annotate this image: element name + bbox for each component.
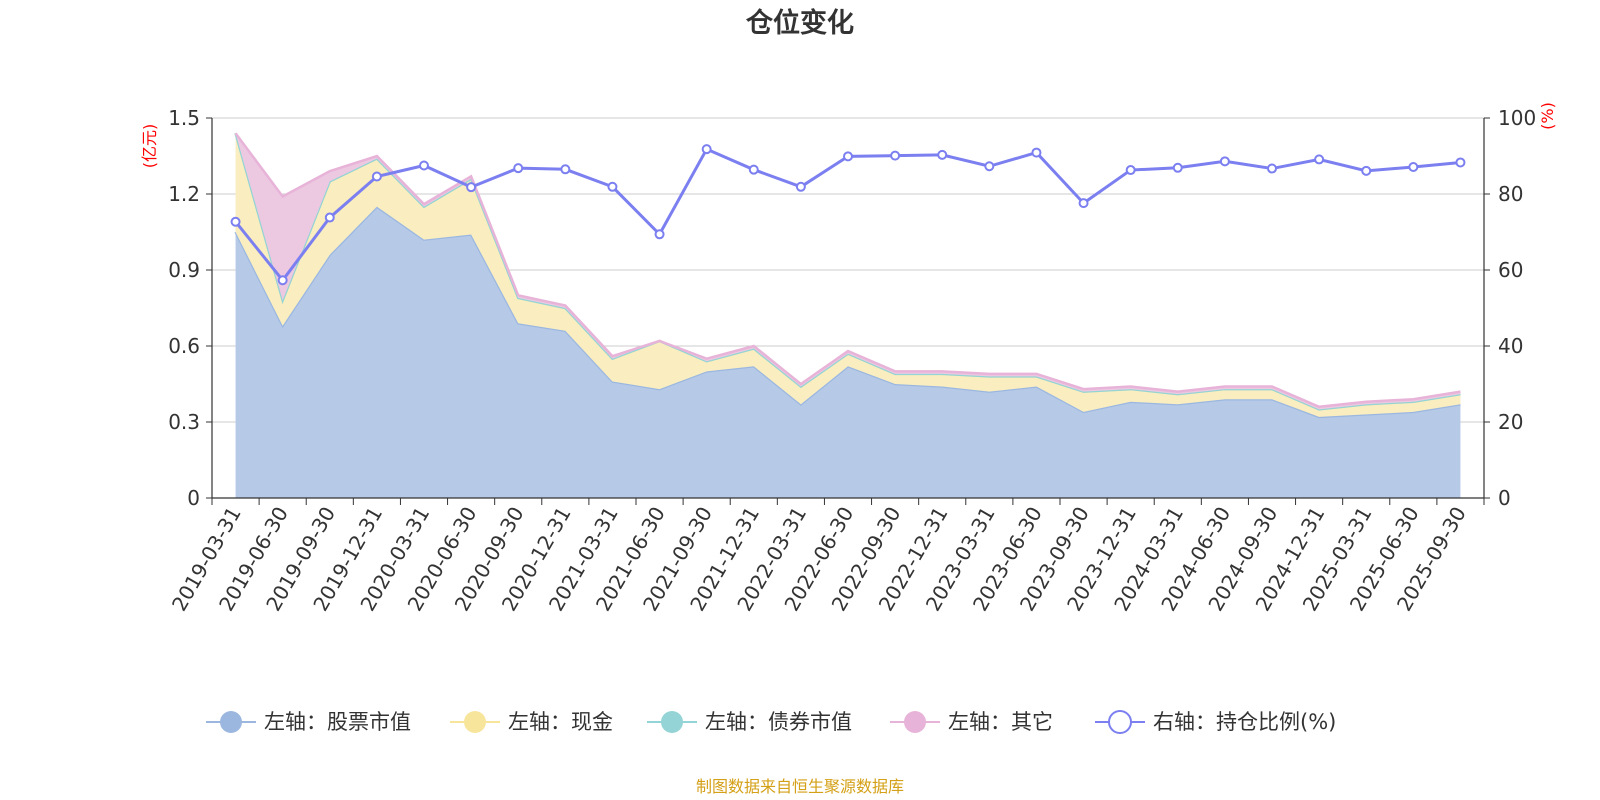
right-axis-tick-label: 20	[1498, 410, 1523, 434]
holding-ratio-point	[466, 182, 477, 193]
holding-ratio-point	[795, 181, 806, 192]
left-axis-tick-label: 1.5	[168, 106, 200, 130]
right-axis-tick-label: 100	[1498, 106, 1536, 130]
legend-marker-hollow	[1108, 710, 1132, 734]
legend-marker	[904, 711, 926, 733]
holding-ratio-point	[843, 151, 853, 162]
holding-ratio-point	[1361, 165, 1372, 176]
left-axis-tick-label: 0.3	[168, 410, 200, 434]
right-axis-tick-label: 60	[1498, 258, 1523, 282]
left-axis-tick-label: 0.6	[168, 334, 200, 358]
holding-ratio-point	[984, 161, 995, 172]
holding-ratio-point	[1455, 157, 1466, 168]
holding-ratio-point	[560, 164, 571, 175]
legend-label: 左轴：现金	[508, 710, 613, 734]
holding-ratio-point	[1172, 162, 1183, 173]
left-axis-tick-label: 0	[187, 486, 200, 510]
holding-ratio-point	[607, 181, 618, 192]
holding-ratio-point	[277, 275, 288, 286]
holding-ratio-point	[230, 216, 241, 227]
legend-label: 左轴：债券市值	[705, 710, 852, 734]
right-axis-tick-label: 40	[1498, 334, 1523, 358]
holding-ratio-point	[937, 149, 948, 160]
holding-ratio-point	[748, 164, 759, 175]
holding-ratio-point	[513, 163, 524, 174]
holding-ratio-point	[890, 150, 901, 161]
left-axis-tick-label: 1.2	[168, 182, 200, 206]
right-axis-unit: (%)	[1538, 102, 1557, 130]
holding-ratio-point	[1314, 154, 1325, 165]
legend: 左轴：股票市值 左轴：现金 左轴：债券市值 左轴：其它 右轴：持仓比例(%)	[206, 710, 1336, 734]
holding-ratio-point	[1267, 163, 1277, 174]
holding-ratio-point	[1219, 156, 1230, 167]
holding-ratio-point	[654, 229, 665, 240]
holding-ratio-line	[230, 144, 1466, 286]
left-axis-tick-label: 0.9	[168, 258, 200, 282]
left-axis-unit: (亿元)	[140, 124, 159, 169]
holding-ratio-point	[701, 144, 712, 155]
area-edge-其它	[234, 132, 1461, 409]
holding-ratio-point	[1031, 147, 1042, 158]
legend-label: 左轴：其它	[948, 710, 1053, 734]
chart-title: 仓位变化	[745, 7, 854, 39]
area-股票市值	[235, 206, 1461, 498]
holding-ratio-point	[419, 160, 429, 171]
holding-ratio-point	[1408, 162, 1419, 173]
legend-label: 左轴：股票市值	[264, 710, 411, 734]
holding-ratio-point	[1078, 198, 1089, 209]
holding-ratio-point	[324, 212, 335, 223]
area-现金	[235, 133, 1461, 417]
holding-ratio-point	[1125, 165, 1136, 176]
legend-marker	[220, 711, 242, 733]
legend-marker	[661, 711, 683, 733]
right-axis-tick-label: 0	[1498, 486, 1511, 510]
data-source-note: 制图数据来自恒生聚源数据库	[696, 777, 904, 796]
legend-label: 右轴：持仓比例(%)	[1153, 710, 1336, 734]
legend-marker	[464, 711, 486, 733]
stacked-areas	[234, 132, 1461, 498]
right-axis-tick-label: 80	[1498, 182, 1523, 206]
holding-ratio-point	[371, 171, 382, 182]
